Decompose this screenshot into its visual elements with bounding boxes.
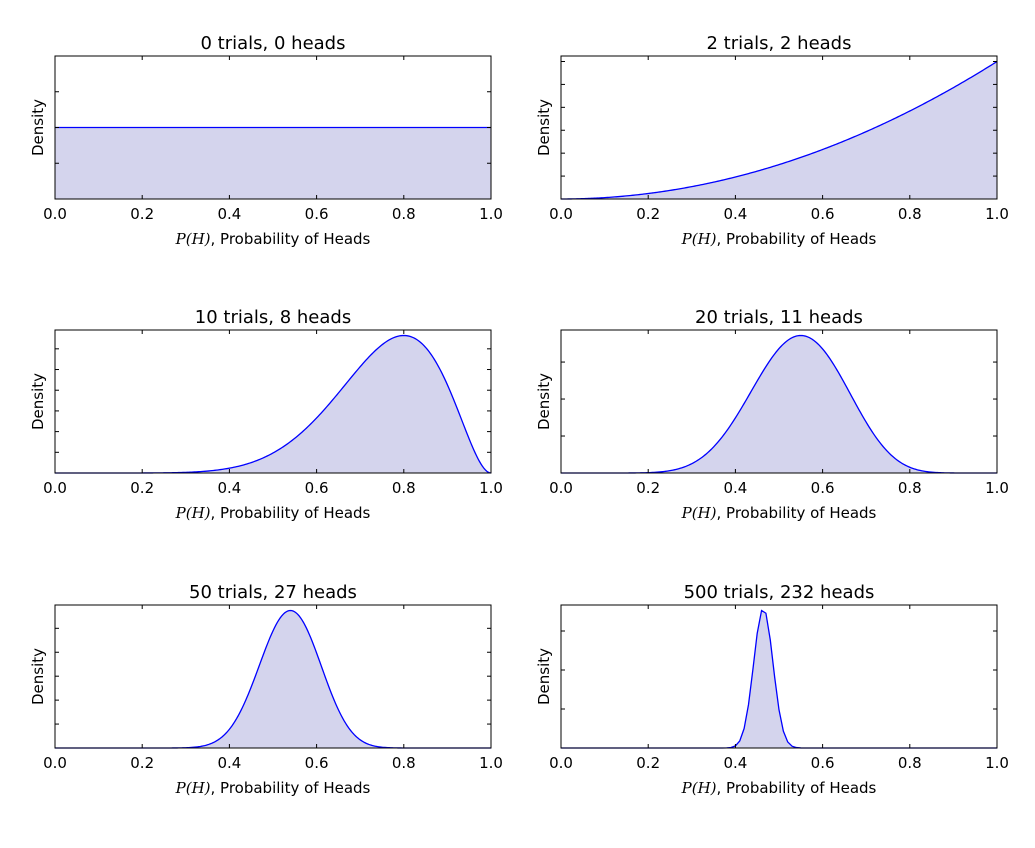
x-tick-label: 0.4 [217, 754, 241, 772]
x-axis-label: P(H), Probability of Heads [681, 779, 877, 797]
axes-frame [54, 329, 492, 474]
x-tick-label: 0.2 [636, 754, 660, 772]
x-tick-label: 0.2 [130, 754, 154, 772]
y-axis-label: Density [29, 373, 47, 430]
x-tick-label: 0.6 [305, 205, 329, 223]
density-area [561, 610, 997, 748]
x-axis-label: P(H), Probability of Heads [681, 230, 877, 248]
x-tick-label: 0.6 [811, 479, 835, 497]
x-axis-label: P(H), Probability of Heads [681, 504, 877, 522]
x-axis-label-text: , Probability of Heads [717, 504, 877, 522]
density-area [55, 610, 491, 748]
x-tick-label: 1.0 [479, 754, 503, 772]
x-tick-label: 0.4 [723, 754, 747, 772]
axes-frame [560, 604, 998, 749]
x-tick-label: 0.0 [549, 754, 573, 772]
x-tick-label: 0.6 [811, 754, 835, 772]
density-line [561, 60, 998, 200]
x-tick-label: 0.0 [549, 479, 573, 497]
x-axis-label: P(H), Probability of Heads [175, 504, 371, 522]
x-tick-label: 0.4 [723, 479, 747, 497]
density-area [561, 335, 997, 473]
x-axis-label-math: P(H) [681, 779, 717, 797]
x-tick-label: 0.4 [217, 479, 241, 497]
x-tick-label: 0.8 [898, 205, 922, 223]
x-tick-label: 0.6 [305, 754, 329, 772]
axes-frame [560, 329, 998, 474]
x-tick-label: 0.8 [392, 479, 416, 497]
chart-panel: 0.0 0.2 0.4 0.6 0.8 1.0 2 trials, 2 heads P(H),… [535, 33, 1009, 248]
density-area [561, 61, 997, 199]
x-tick-label: 0.0 [43, 479, 67, 497]
chart-panel: 0.0 0.2 0.4 0.6 0.8 1.0 20 trials, 11 heads P(H… [535, 307, 1009, 522]
x-tick-label: 1.0 [985, 205, 1009, 223]
x-axis-label: P(H), Probability of Heads [175, 230, 371, 248]
x-axis-label-math: P(H) [681, 230, 717, 248]
chart-panel: 0.0 0.2 0.4 0.6 0.8 1.0 500 trials, 232 heads P… [535, 582, 1009, 797]
panel-title: 2 trials, 2 heads [707, 33, 852, 54]
x-tick-label: 0.4 [217, 205, 241, 223]
x-tick-label: 0.4 [723, 205, 747, 223]
x-tick-label: 0.0 [43, 205, 67, 223]
x-tick-label: 0.2 [130, 479, 154, 497]
x-tick-label: 1.0 [985, 754, 1009, 772]
x-tick-label: 1.0 [479, 205, 503, 223]
x-tick-label: 0.2 [636, 205, 660, 223]
y-axis-label: Density [29, 99, 47, 156]
x-tick-label: 0.8 [898, 754, 922, 772]
x-axis-label-text: , Probability of Heads [211, 779, 371, 797]
chart-panel: 0.0 0.2 0.4 0.6 0.8 1.0 10 trials, 8 heads P(H)… [29, 307, 503, 522]
x-axis-label: P(H), Probability of Heads [175, 779, 371, 797]
panel-title: 50 trials, 27 heads [189, 582, 357, 603]
x-tick-label: 0.2 [130, 205, 154, 223]
panel-title: 20 trials, 11 heads [695, 307, 863, 328]
density-area [55, 127, 491, 199]
density-area [55, 335, 491, 473]
panel-title: 0 trials, 0 heads [201, 33, 346, 54]
x-tick-label: 0.8 [392, 754, 416, 772]
x-axis-label-text: , Probability of Heads [211, 504, 371, 522]
x-axis-label-math: P(H) [175, 504, 211, 522]
x-axis-label-math: P(H) [681, 504, 717, 522]
x-axis-label-math: P(H) [175, 779, 211, 797]
x-tick-label: 0.8 [392, 205, 416, 223]
x-axis-label-math: P(H) [175, 230, 211, 248]
x-tick-label: 0.0 [549, 205, 573, 223]
x-tick-label: 0.8 [898, 479, 922, 497]
panel-title: 10 trials, 8 heads [195, 307, 351, 328]
x-tick-label: 0.0 [43, 754, 67, 772]
y-axis-label: Density [535, 373, 553, 430]
x-axis-label-text: , Probability of Heads [717, 230, 877, 248]
x-axis-label-text: , Probability of Heads [717, 779, 877, 797]
y-axis-label: Density [535, 99, 553, 156]
panel-title: 500 trials, 232 heads [684, 582, 875, 603]
chart-panel: 0.0 0.2 0.4 0.6 0.8 1.0 50 trials, 27 heads P(H… [29, 582, 503, 797]
x-tick-label: 0.6 [305, 479, 329, 497]
x-tick-label: 1.0 [479, 479, 503, 497]
x-tick-label: 1.0 [985, 479, 1009, 497]
y-axis-label: Density [535, 648, 553, 705]
chart-panel: 0.0 0.2 0.4 0.6 0.8 1.0 0 trials, 0 heads P(H),… [29, 33, 503, 248]
x-tick-label: 0.2 [636, 479, 660, 497]
y-axis-label: Density [29, 648, 47, 705]
x-tick-label: 0.6 [811, 205, 835, 223]
axes-frame [560, 55, 998, 200]
x-axis-label-text: , Probability of Heads [211, 230, 371, 248]
